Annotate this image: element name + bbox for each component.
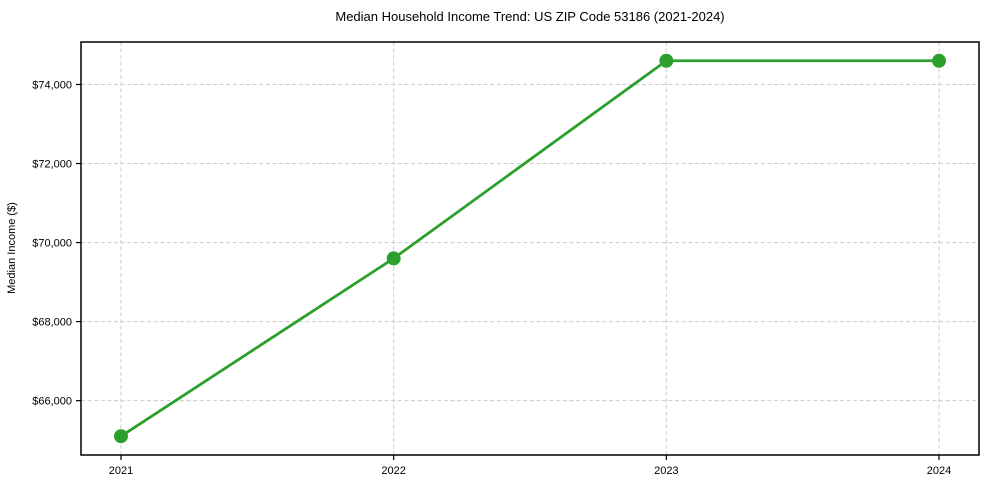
- x-tick-label: 2022: [381, 465, 405, 477]
- x-tick-label: 2021: [109, 465, 133, 477]
- y-tick-label: $66,000: [32, 396, 72, 408]
- y-tick-label: $68,000: [32, 317, 72, 329]
- data-point-marker: [659, 53, 674, 68]
- chart-title: Median Household Income Trend: US ZIP Co…: [335, 9, 724, 24]
- plot-border: [80, 41, 980, 456]
- trend-line: [119, 59, 941, 438]
- y-tick-label: $72,000: [32, 159, 72, 171]
- data-point-marker: [114, 429, 128, 444]
- y-tick-label: $74,000: [32, 79, 72, 91]
- y-tick-label: $70,000: [32, 238, 72, 250]
- data-point-marker: [932, 53, 946, 68]
- y-axis-label: Median Income ($): [6, 202, 18, 294]
- data-point-marker: [386, 251, 401, 266]
- x-tick-label: 2023: [654, 465, 678, 477]
- x-tick-label: 2024: [927, 465, 951, 477]
